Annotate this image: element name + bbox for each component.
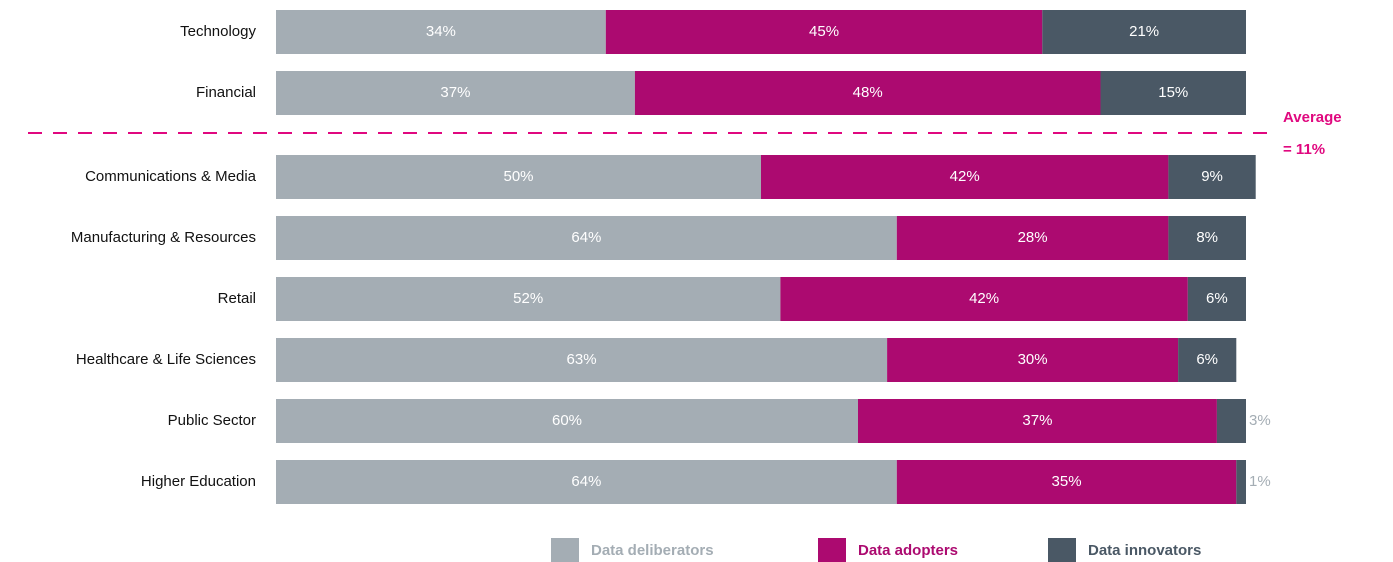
legend-label: Data adopters — [858, 542, 958, 559]
bar-segment — [634, 71, 1101, 115]
value-label: 37% — [440, 84, 470, 101]
bar-segment — [276, 399, 858, 443]
bar-segment — [858, 399, 1217, 443]
value-label: 28% — [1018, 229, 1048, 246]
bar-segment — [887, 338, 1179, 382]
value-label: 42% — [950, 168, 980, 185]
bar-segment — [1178, 338, 1237, 382]
value-label: 9% — [1201, 168, 1223, 185]
bar-segment — [896, 460, 1237, 504]
value-label: 42% — [969, 290, 999, 307]
value-label: 35% — [1052, 473, 1082, 490]
value-label: 60% — [552, 412, 582, 429]
category-label: Communications & Media — [85, 168, 257, 185]
category-label: Healthcare & Life Sciences — [76, 351, 256, 368]
value-label: 64% — [571, 473, 601, 490]
bar-segment — [276, 277, 781, 321]
value-label: 37% — [1022, 412, 1052, 429]
value-label: 30% — [1018, 351, 1048, 368]
value-label: 63% — [567, 351, 597, 368]
value-label: 21% — [1129, 23, 1159, 40]
bar-segment — [1100, 71, 1246, 115]
bar-segment — [1168, 216, 1246, 260]
value-label: 50% — [503, 168, 533, 185]
category-label: Manufacturing & Resources — [71, 229, 256, 246]
value-label: 8% — [1196, 229, 1218, 246]
bar-segment — [276, 460, 897, 504]
category-label: Retail — [218, 290, 256, 307]
legend-label: Data deliberators — [591, 542, 714, 559]
category-label: Financial — [196, 84, 256, 101]
annotation: Average — [1283, 109, 1342, 126]
category-label: Public Sector — [168, 412, 256, 429]
bar-segment — [1236, 460, 1246, 504]
bar-segment — [1216, 399, 1246, 443]
bar-segment — [761, 155, 1169, 199]
bar-segment — [276, 10, 606, 54]
category-label: Technology — [180, 23, 256, 40]
bar-segment — [896, 216, 1169, 260]
value-label: 48% — [853, 84, 883, 101]
value-label: 45% — [809, 23, 839, 40]
value-label: 1% — [1249, 473, 1271, 490]
value-label: 3% — [1249, 412, 1271, 429]
bar-segment — [780, 277, 1188, 321]
bar-segment — [276, 216, 897, 260]
bar-segment — [1042, 10, 1246, 54]
annotation: = 11% — [1283, 141, 1325, 158]
value-label: 15% — [1158, 84, 1188, 101]
value-label: 34% — [426, 23, 456, 40]
bar-segment — [276, 338, 888, 382]
legend-swatch — [818, 538, 846, 562]
value-label: 6% — [1196, 351, 1218, 368]
legend-swatch — [1048, 538, 1076, 562]
category-label: Higher Education — [141, 473, 256, 490]
value-label: 64% — [571, 229, 601, 246]
bar-segment — [276, 71, 635, 115]
bar-segment — [276, 155, 761, 199]
bar-segment — [1168, 155, 1256, 199]
legend-swatch — [551, 538, 579, 562]
value-label: 52% — [513, 290, 543, 307]
legend-label: Data innovators — [1088, 542, 1201, 559]
bar-segment — [1187, 277, 1246, 321]
value-label: 6% — [1206, 290, 1228, 307]
bar-segment — [605, 10, 1043, 54]
